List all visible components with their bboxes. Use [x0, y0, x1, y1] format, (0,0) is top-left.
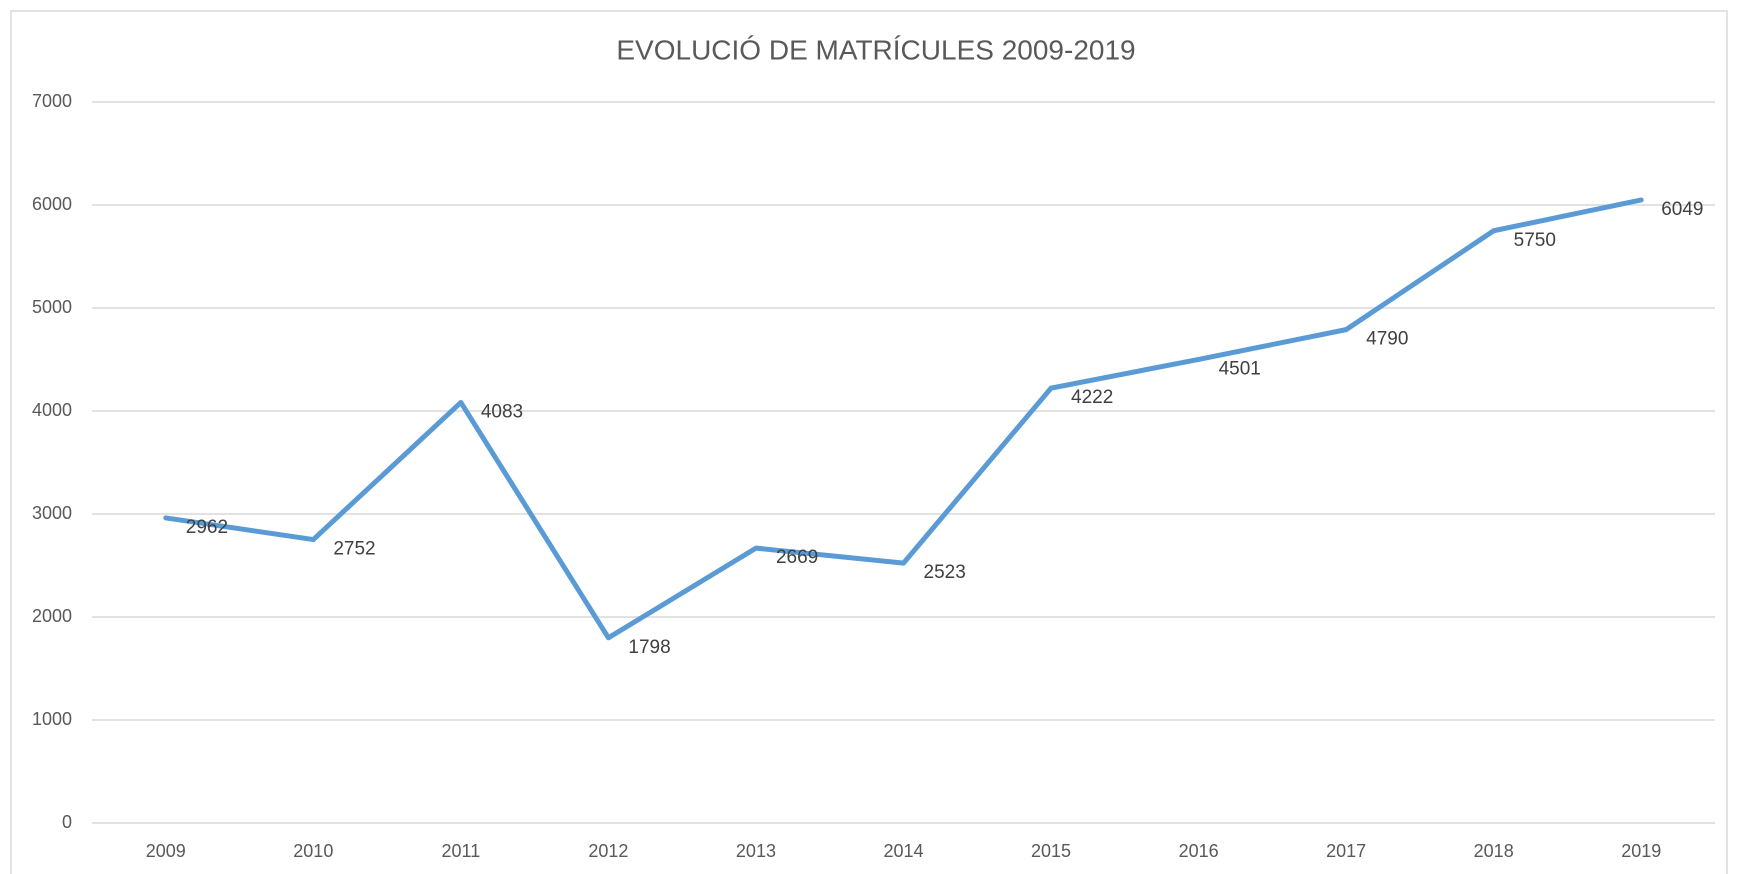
x-tick-label: 2019 — [1621, 841, 1661, 861]
y-tick-label: 6000 — [32, 194, 72, 214]
data-label: 2752 — [333, 539, 375, 560]
y-tick-label: 3000 — [32, 503, 72, 523]
x-tick-label: 2017 — [1326, 841, 1366, 861]
x-tick-label: 2018 — [1474, 841, 1514, 861]
x-tick-label: 2015 — [1031, 841, 1071, 861]
data-label: 4790 — [1366, 329, 1408, 350]
data-label: 1798 — [628, 637, 670, 658]
x-tick-label: 2013 — [736, 841, 776, 861]
chart-title: EVOLUCIÓ DE MATRÍCULES 2009-2019 — [616, 34, 1135, 65]
data-label: 4501 — [1219, 358, 1261, 379]
y-tick-label: 5000 — [32, 297, 72, 317]
y-tick-label: 4000 — [32, 400, 72, 420]
data-label: 4083 — [481, 401, 523, 422]
y-tick-label: 1000 — [32, 709, 72, 729]
data-label: 2669 — [776, 547, 818, 568]
y-tick-label: 2000 — [32, 606, 72, 626]
x-tick-label: 2009 — [146, 841, 186, 861]
x-tick-label: 2016 — [1179, 841, 1219, 861]
line-series — [163, 197, 1644, 641]
x-tick-label: 2010 — [293, 841, 333, 861]
data-label: 6049 — [1661, 199, 1703, 220]
y-tick-label: 7000 — [32, 91, 72, 111]
data-label: 2523 — [924, 562, 966, 583]
x-tick-label: 2012 — [588, 841, 628, 861]
x-tick-label: 2014 — [883, 841, 923, 861]
data-label: 4222 — [1071, 387, 1113, 408]
chart-frame — [10, 10, 1728, 874]
x-tick-label: 2011 — [442, 841, 481, 861]
data-label: 5750 — [1514, 230, 1556, 251]
y-tick-label: 0 — [62, 812, 72, 832]
data-label: 2962 — [186, 517, 228, 538]
